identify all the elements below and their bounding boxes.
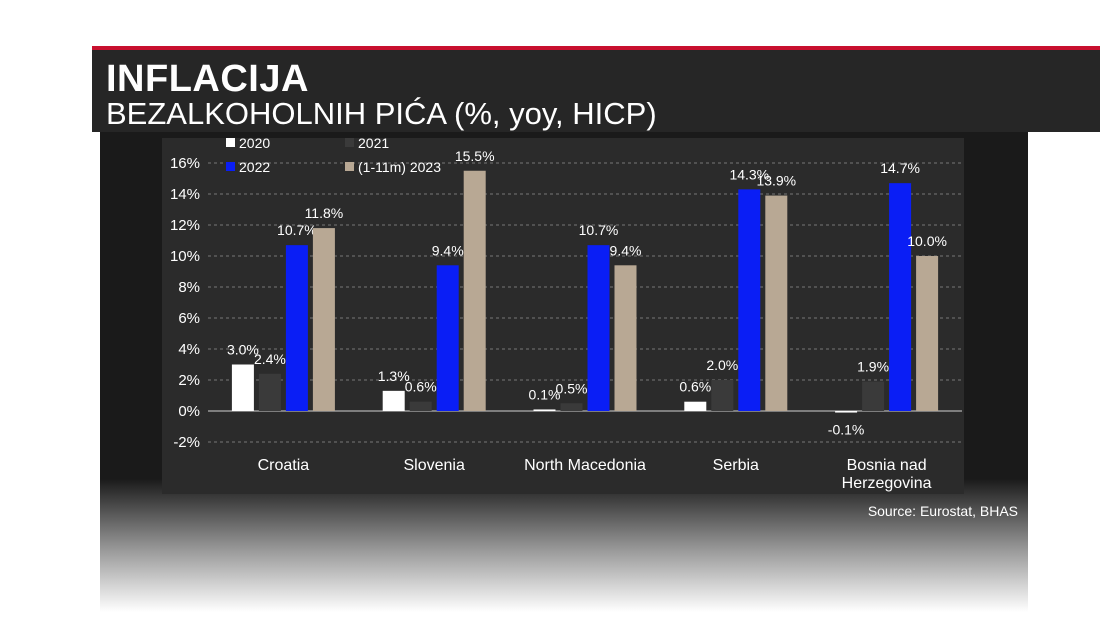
data-label: 9.4% (432, 242, 464, 258)
data-label: 0.5% (556, 380, 588, 396)
data-label: -0.1% (828, 422, 865, 438)
bar (684, 401, 707, 411)
bar (436, 265, 459, 411)
y-tick-label: 2% (178, 372, 200, 389)
bar (285, 245, 308, 411)
bar (382, 390, 405, 411)
data-label: 15.5% (455, 148, 495, 164)
data-label: 0.6% (405, 379, 437, 395)
bar (835, 411, 858, 413)
y-tick-label: 10% (170, 248, 200, 265)
data-label: 0.1% (529, 386, 561, 402)
bar (765, 195, 788, 411)
bar (560, 403, 583, 411)
data-label: 9.4% (610, 242, 642, 258)
data-label: 14.7% (880, 160, 920, 176)
plot-area (162, 138, 964, 494)
legend-swatch (226, 138, 235, 147)
bar (916, 256, 939, 411)
data-label: 14.3% (729, 166, 769, 182)
x-category-label: Croatia (258, 457, 310, 474)
bar (862, 381, 885, 411)
data-label: 2.4% (254, 351, 286, 367)
bar (312, 228, 335, 411)
bar (738, 189, 761, 411)
y-tick-label: 4% (178, 341, 200, 358)
x-category-label: Bosnia nad (847, 457, 927, 474)
y-tick-label: -2% (173, 434, 200, 451)
data-label: 2.0% (706, 357, 738, 373)
data-label: 10.7% (277, 222, 317, 238)
legend-swatch (345, 162, 354, 171)
page-subtitle: BEZALKOHOLNIH PIĆA (%, yoy, HICP) (106, 96, 657, 131)
legend-label: (1-11m) 2023 (358, 159, 441, 175)
y-tick-label: 12% (170, 217, 200, 234)
y-tick-label: 14% (170, 186, 200, 203)
y-tick-label: 0% (178, 403, 200, 420)
x-category-label: Serbia (713, 457, 759, 474)
bar (587, 245, 610, 411)
legend-label: 2022 (239, 159, 270, 175)
bar (614, 265, 637, 411)
bar (711, 380, 734, 411)
legend-label: 2021 (358, 135, 389, 151)
x-category-label: Herzegovina (842, 475, 932, 492)
data-label: 3.0% (227, 342, 259, 358)
data-label: 10.0% (907, 233, 947, 249)
data-label: 11.8% (305, 205, 344, 221)
bar (231, 364, 254, 411)
page-title: INFLACIJA (106, 58, 309, 100)
header-banner: INFLACIJA BEZALKOHOLNIH PIĆA (%, yoy, HI… (92, 46, 1100, 132)
bar (258, 373, 281, 411)
x-category-label: North Macedonia (524, 457, 646, 474)
data-label: 10.7% (579, 222, 619, 238)
bar (533, 409, 556, 411)
legend-swatch (345, 138, 354, 147)
data-label: 13.9% (756, 173, 796, 189)
data-label: 1.3% (378, 368, 410, 384)
legend-swatch (226, 162, 235, 171)
y-tick-label: 8% (178, 279, 200, 296)
y-tick-label: 16% (170, 155, 200, 172)
x-category-label: Slovenia (404, 457, 465, 474)
source-note: Source: Eurostat, BHAS (867, 503, 1018, 519)
data-label: 1.9% (857, 359, 889, 375)
data-label: 0.6% (679, 379, 711, 395)
bar (463, 170, 486, 411)
bar (889, 183, 912, 411)
y-tick-label: 6% (178, 310, 200, 327)
legend-label: 2020 (239, 135, 270, 151)
bar (409, 401, 432, 411)
